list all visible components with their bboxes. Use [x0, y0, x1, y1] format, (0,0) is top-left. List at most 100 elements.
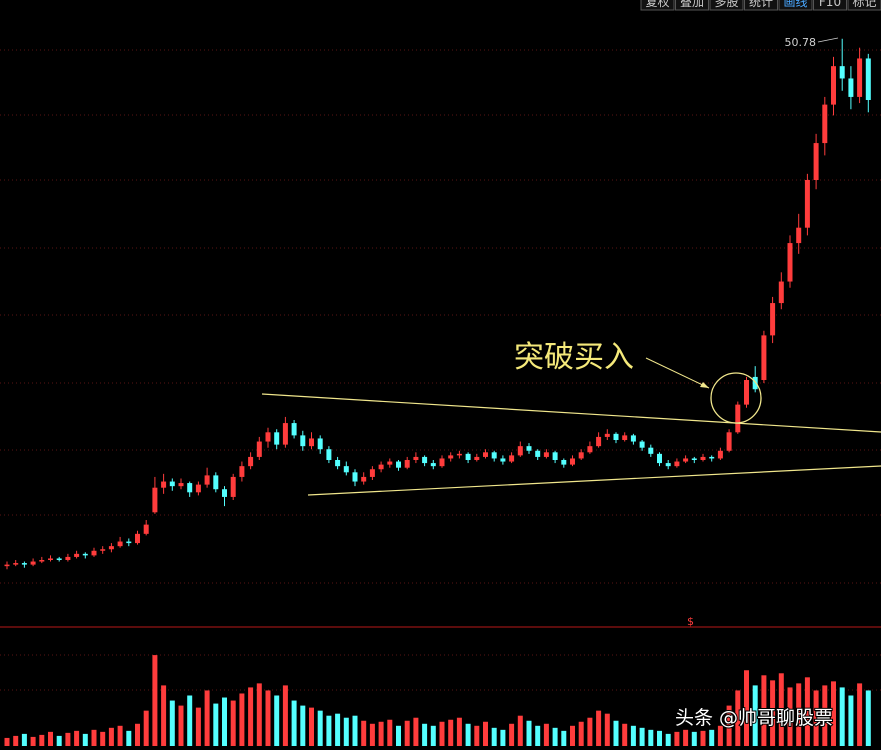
- arrow: [645, 357, 710, 389]
- volume-bar: [700, 730, 706, 746]
- candle-body: [30, 561, 36, 565]
- volume-bar: [91, 729, 97, 746]
- candle-body: [622, 435, 628, 440]
- candle-body: [204, 475, 210, 485]
- candle-body: [517, 446, 523, 456]
- volume-bar: [13, 735, 19, 746]
- candle-body: [570, 458, 575, 465]
- volume-bar: [865, 690, 871, 746]
- candle-body: [865, 58, 871, 100]
- volume-bar: [378, 721, 384, 746]
- candle-body: [613, 433, 619, 440]
- candle-body: [82, 553, 88, 556]
- volume-bar: [352, 715, 358, 746]
- candle-body: [456, 453, 462, 456]
- candle-body: [430, 463, 436, 467]
- volume-bar: [474, 725, 480, 746]
- candle-body: [761, 335, 767, 380]
- volume-bar: [613, 720, 619, 746]
- candle-body: [709, 456, 715, 459]
- toolbar-button[interactable]: [709, 0, 744, 11]
- toolbar-button[interactable]: [744, 0, 778, 11]
- volume-bar: [535, 725, 541, 746]
- volume-bar: [813, 690, 819, 746]
- candle-body: [265, 432, 271, 442]
- volume-bar: [195, 707, 201, 746]
- volume-bar: [239, 693, 245, 746]
- volume-bar: [178, 705, 184, 746]
- candle-body: [117, 541, 123, 547]
- candle-body: [335, 460, 341, 467]
- volume-bar: [74, 730, 80, 746]
- candle-body: [787, 243, 793, 282]
- candle-body: [526, 446, 532, 451]
- candle-body: [291, 423, 297, 436]
- candle-body: [413, 456, 419, 460]
- toolbar-label: 叠加: [680, 0, 704, 9]
- candle-body: [474, 456, 480, 460]
- candle-body: [100, 549, 106, 551]
- candle-body: [561, 460, 567, 465]
- volume-bar: [396, 725, 401, 746]
- candle-body: [813, 143, 819, 180]
- volume-bar: [430, 725, 436, 746]
- candle-body: [778, 281, 784, 304]
- candle-body: [404, 460, 410, 468]
- candle-body: [39, 560, 45, 562]
- volume-bar: [100, 731, 106, 746]
- candle-body: [74, 553, 80, 557]
- candle-body: [665, 463, 671, 467]
- volume-bar: [691, 731, 697, 746]
- volume-bar: [822, 685, 828, 746]
- volume-bar: [683, 729, 689, 746]
- candle-body: [752, 376, 758, 390]
- candle-body: [735, 404, 741, 433]
- volume-bar: [630, 725, 636, 746]
- toolbar-button[interactable]: [640, 0, 675, 11]
- candle-body: [822, 104, 828, 144]
- volume-bar: [848, 695, 854, 746]
- volume-bar: [456, 717, 462, 746]
- candle-body: [483, 452, 488, 457]
- volume-bar: [56, 735, 62, 746]
- candle-body: [422, 456, 428, 464]
- candle-body: [143, 524, 149, 534]
- volume-bar: [343, 717, 349, 746]
- toolbar-button[interactable]: [813, 0, 847, 11]
- volume-bar: [65, 732, 71, 746]
- candles: [4, 38, 871, 570]
- candle-body: [848, 78, 854, 97]
- candle-body: [796, 227, 802, 244]
- volume-bar: [404, 720, 410, 746]
- volume-bar: [21, 733, 27, 746]
- volume-bar: [169, 700, 175, 746]
- volume-bar: [309, 707, 314, 746]
- candle-body: [213, 475, 219, 490]
- volume-bar: [369, 723, 375, 746]
- toolbar-button[interactable]: [675, 0, 709, 11]
- candle-body: [509, 455, 515, 462]
- candle-body: [4, 564, 10, 567]
- candle-body: [491, 452, 497, 459]
- candle-body: [726, 432, 732, 451]
- toolbar-label: F10: [819, 0, 841, 9]
- volume-bar: [204, 690, 210, 746]
- candle-body: [108, 546, 114, 550]
- toolbar-label: 画线: [783, 0, 807, 9]
- volume-bar: [744, 670, 749, 746]
- highlight-circle: [710, 372, 762, 424]
- toolbar-button[interactable]: [847, 0, 881, 11]
- grid: [0, 49, 881, 691]
- volume-bar: [596, 710, 602, 746]
- candle-body: [343, 466, 349, 473]
- volume-bar: [126, 730, 132, 746]
- candle-body: [804, 180, 810, 228]
- candle-body: [691, 458, 697, 460]
- toolbar-button[interactable]: [778, 0, 813, 11]
- candle-body: [543, 452, 549, 457]
- volume-bar: [639, 727, 645, 746]
- toolbar-label: 标记: [852, 0, 876, 9]
- candle-body: [630, 435, 636, 442]
- candle-body: [639, 441, 645, 448]
